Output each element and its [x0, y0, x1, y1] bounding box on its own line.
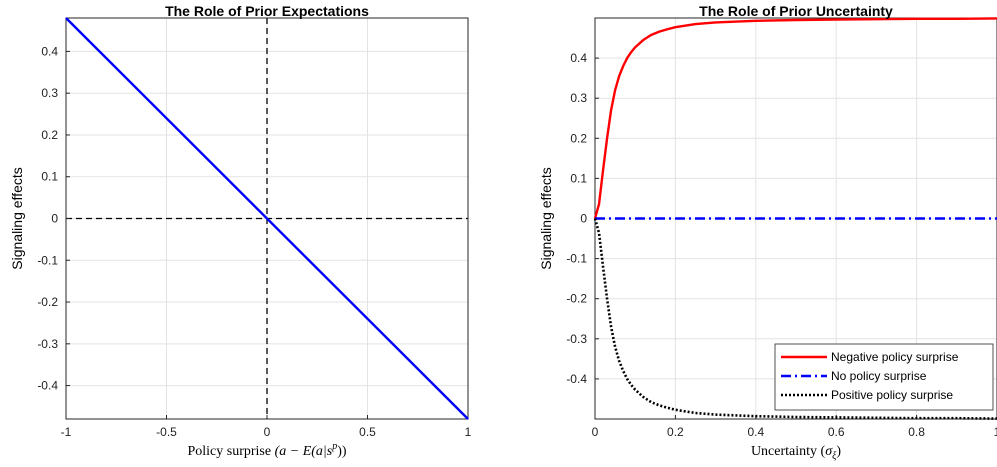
y-tick-label: -0.2 — [37, 295, 58, 309]
legend: Negative policy surprise No policy surpri… — [774, 343, 994, 411]
y-tick-label: 0.4 — [570, 51, 587, 65]
chart-title: The Role of Prior Expectations — [165, 3, 369, 19]
y-tick-label: 0.4 — [41, 44, 58, 58]
y-tick-label: 0 — [580, 212, 587, 226]
x-tick-label: 0 — [592, 425, 599, 439]
x-tick-label: 0.6 — [828, 425, 845, 439]
legend-entry: No policy surprise — [831, 369, 927, 383]
x-tick-label: 0 — [264, 425, 271, 439]
x-tick-label: -0.5 — [156, 425, 177, 439]
y-tick-label: -0.1 — [37, 253, 58, 267]
chart-panel-1: -1 -0.5 0 0.5 1 -0.4 -0.3 -0.2 -0.1 0 0.1 0.2 0.3 0.4… — [9, 3, 472, 459]
series-line-1 — [65, 17, 469, 420]
y-tick-label: -0.1 — [566, 252, 587, 266]
x-tick-label: -1 — [61, 425, 72, 439]
x-axis-label: Uncertainty (σξ) — [751, 444, 841, 462]
x-tick-label: 1 — [465, 425, 472, 439]
x-axis-label: Policy surprise (a − E(a|sp)) — [187, 441, 346, 459]
y-tick-label: -0.3 — [566, 332, 587, 346]
chart-title: The Role of Prior Uncertainty — [699, 3, 893, 19]
x-tick-label: 1 — [994, 425, 997, 439]
x-tick-label: 0.5 — [359, 425, 376, 439]
legend-box — [774, 343, 994, 411]
y-tick-label: -0.2 — [566, 292, 587, 306]
x-tick-label: 0.8 — [908, 425, 925, 439]
series-line-1 — [593, 17, 997, 219]
y-tick-label: 0.3 — [570, 91, 587, 105]
y-axis-label: Signaling effects — [9, 167, 25, 269]
legend-entry: Negative policy surprise — [831, 350, 959, 364]
x-tick-label: 0.2 — [667, 425, 684, 439]
y-tick-label: 0.2 — [570, 131, 587, 145]
series-line-3 — [593, 218, 997, 420]
y-tick-label: -0.4 — [37, 379, 58, 393]
y-tick-label: 0.1 — [570, 171, 587, 185]
y-tick-label: -0.3 — [37, 337, 58, 351]
chart-panel-2: 0 0.2 0.4 0.6 0.8 1 -0.4 -0.3 -0.2 -0.1 0 0.1 0.2 0.3… — [538, 3, 997, 462]
legend-entry: Positive policy surprise — [831, 388, 953, 402]
y-tick-label: 0.2 — [41, 128, 58, 142]
y-tick-label: 0.1 — [41, 170, 58, 184]
y-tick-label: 0.3 — [41, 86, 58, 100]
y-tick-label: 0 — [51, 212, 58, 226]
x-tick-label: 0.4 — [747, 425, 764, 439]
y-axis-label: Signaling effects — [538, 167, 554, 269]
y-tick-label: -0.4 — [566, 372, 587, 386]
